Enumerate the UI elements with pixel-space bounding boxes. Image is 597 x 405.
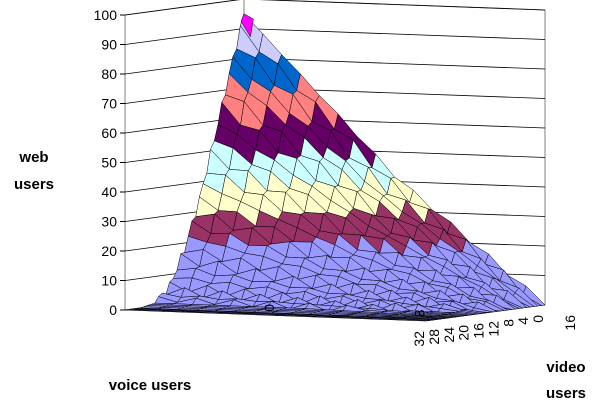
x-axis-title: voice users xyxy=(109,377,192,394)
z-axis-title-line2: users xyxy=(14,176,54,193)
x-tick-label: 16 xyxy=(471,323,487,339)
surface-cell xyxy=(407,319,430,322)
z-tick-label: 100 xyxy=(94,7,118,23)
x-tick-label: 28 xyxy=(426,329,442,345)
x-tick-label: 24 xyxy=(441,327,457,343)
surface-peak xyxy=(240,13,254,38)
z-tick-label: 20 xyxy=(101,243,117,259)
z-tick-label: 80 xyxy=(101,66,117,82)
z-tick-label: 40 xyxy=(101,184,117,200)
x-tick-label: 0 xyxy=(530,315,546,323)
x-tick-label: 8 xyxy=(500,319,516,327)
z-tick-label: 10 xyxy=(101,273,117,289)
web-users-ticks: 0 10 20 30 40 50 60 70 80 90 100 xyxy=(94,7,125,318)
x-tick-label: 4 xyxy=(515,317,531,325)
z-tick-label: 30 xyxy=(101,214,117,230)
x-tick-label: 32 xyxy=(411,331,427,347)
y-axis-title-line2: users xyxy=(546,385,586,402)
surface-mesh xyxy=(124,13,546,322)
z-tick-label: 50 xyxy=(101,155,117,171)
y-tick-label: 0 xyxy=(261,304,277,312)
y-tick-label: 16 xyxy=(562,315,578,331)
x-tick-label: 12 xyxy=(485,321,501,337)
y-axis-title-line1: video xyxy=(546,359,585,376)
z-tick-label: 90 xyxy=(101,37,117,53)
z-axis-title-line1: web xyxy=(18,149,48,166)
z-tick-label: 70 xyxy=(101,96,117,112)
video-users-ticks: 0 8 16 xyxy=(261,304,578,331)
z-tick-label: 0 xyxy=(109,302,117,318)
z-tick-label: 60 xyxy=(101,125,117,141)
y-tick-label: 8 xyxy=(412,309,428,317)
x-tick-label: 20 xyxy=(456,325,472,341)
gridline-100 xyxy=(124,0,546,16)
